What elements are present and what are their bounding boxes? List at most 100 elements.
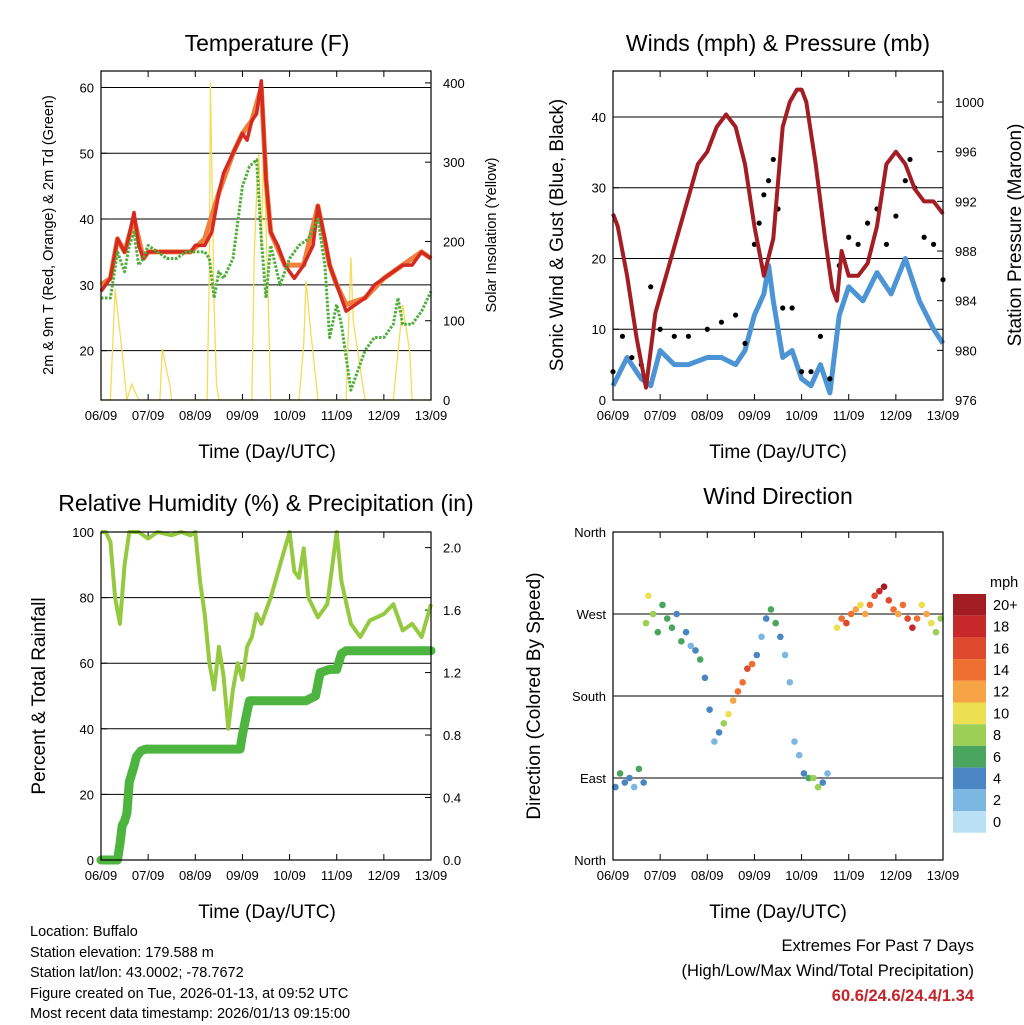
gust-point <box>718 319 725 325</box>
extremes-subtitle: (High/Low/Max Wind/Total Precipitation) <box>681 962 974 980</box>
winds-x-tick-label: 11/09 <box>833 408 865 423</box>
direction-point <box>706 706 713 713</box>
temperature-x-tick-label: 07/09 <box>132 408 165 423</box>
direction-point <box>795 751 803 759</box>
sonic-wind-line <box>610 256 946 396</box>
direction-point <box>687 642 695 650</box>
direction-x-tick-label: 09/09 <box>738 868 771 883</box>
gust-point <box>685 333 692 339</box>
direction-y-tick-label: North <box>574 525 606 540</box>
direction-point <box>635 765 643 773</box>
speed-legend-swatch <box>953 745 986 768</box>
humidity-y-tick-label: 100 <box>72 525 94 540</box>
direction-point <box>819 779 827 786</box>
direction-point <box>753 651 761 659</box>
winds-x-tick-label: 06/09 <box>597 408 630 423</box>
direction-point <box>762 615 770 622</box>
direction-point <box>814 783 822 791</box>
humidity-y-tick-label: 60 <box>80 656 94 671</box>
direction-x-tick-label: 08/09 <box>691 868 724 883</box>
winds-x-tick-label: 10/09 <box>785 408 818 423</box>
direction-point <box>734 688 742 695</box>
winds-x-axis-label: Time (Day/UTC) <box>709 442 847 463</box>
winds-frame <box>612 70 944 401</box>
extremes-title: Extremes For Past 7 Days <box>781 937 974 955</box>
temperature-y2-tick-label: 0 <box>443 393 450 408</box>
temperature-y-tick-label: 20 <box>80 344 94 359</box>
direction-point <box>861 610 869 618</box>
direction-point <box>729 697 737 704</box>
direction-point <box>715 729 723 736</box>
temperature-x-tick-label: 13/09 <box>415 408 448 423</box>
direction-point <box>885 597 893 604</box>
direction-point <box>800 770 808 777</box>
humidity-frame <box>100 531 432 861</box>
direction-x-tick-label: 12/09 <box>880 868 913 883</box>
station-pressure-line <box>611 87 945 390</box>
direction-point <box>682 628 690 636</box>
winds-y-tick-label: 0 <box>599 393 606 408</box>
direction-point <box>781 651 789 659</box>
direction-point <box>673 610 680 618</box>
speed-legend-swatch <box>953 594 986 616</box>
direction-point <box>659 601 666 609</box>
winds-y-tick-label: 10 <box>592 322 606 337</box>
total-rainfall-line <box>96 646 436 865</box>
temperature-x-axis-label: Time (Day/UTC) <box>198 442 336 463</box>
winds-y2-tick-label: 1000 <box>955 95 984 110</box>
winds-chart: Winds (mph) & Pressure (mb) 06/09 07/09 08… <box>547 30 1024 463</box>
speed-legend-swatch <box>953 811 986 833</box>
direction-point <box>890 606 897 613</box>
direction-point <box>913 615 921 622</box>
direction-point <box>654 628 662 636</box>
speed-legend-label: 20+ <box>993 598 1018 614</box>
humidity-chart: Relative Humidity (%) & Precipitation (i… <box>29 490 474 923</box>
direction-chart-title: Wind Direction <box>703 483 853 509</box>
speed-legend-label: 10 <box>993 706 1009 722</box>
station-elevation: Station elevation: 179.588 m <box>30 944 214 961</box>
direction-point <box>720 720 728 727</box>
gust-point <box>921 234 927 240</box>
direction-point <box>880 583 888 590</box>
direction-point <box>612 783 619 791</box>
direction-point <box>663 615 671 622</box>
direction-point <box>640 779 647 786</box>
gust-point <box>808 369 814 375</box>
direction-point <box>626 774 633 782</box>
relative-humidity-line <box>101 530 433 731</box>
direction-point <box>909 624 916 631</box>
direction-point <box>630 783 638 791</box>
direction-y-tick-label: North <box>574 853 606 868</box>
direction-point <box>696 656 704 663</box>
gust-point <box>780 305 786 311</box>
direction-point <box>642 619 650 627</box>
humidity-x-axis-label: Time (Day/UTC) <box>198 902 336 923</box>
direction-point <box>777 633 784 641</box>
speed-legend-swatch <box>953 659 986 681</box>
humidity-y2-tick-label: 2.0 <box>443 541 461 556</box>
temperature-x-tick-label: 12/09 <box>368 408 401 423</box>
temperature-x-tick-label: 06/09 <box>85 408 118 423</box>
temperature-y2-axis-label: Solar Insolation (Yellow) <box>484 157 500 312</box>
temperature-x-tick-label: 11/09 <box>321 408 353 423</box>
temp-2m-line <box>99 79 433 313</box>
gust-point <box>657 326 663 332</box>
temperature-y-tick-label: 50 <box>80 146 94 161</box>
humidity-x-tick-label: 13/09 <box>415 868 448 883</box>
gust-point <box>671 333 677 339</box>
winds-x-tick-label: 08/09 <box>691 408 724 423</box>
winds-x-tick-label: 13/09 <box>927 408 960 423</box>
humidity-x-tick-label: 06/09 <box>85 868 118 883</box>
humidity-chart-title: Relative Humidity (%) & Precipitation (i… <box>58 490 473 516</box>
winds-y2-tick-label: 996 <box>955 145 977 160</box>
winds-y-axis-label: Sonic Wind & Gust (Blue, Black) <box>547 99 568 371</box>
direction-point <box>871 592 878 600</box>
speed-legend-title: mph <box>990 575 1018 591</box>
humidity-y2-tick-label: 0.8 <box>443 728 461 743</box>
temperature-y2-tick-label: 200 <box>443 234 465 249</box>
humidity-y-tick-label: 40 <box>80 722 94 737</box>
direction-point <box>824 770 831 777</box>
station-latlon: Station lat/lon: 43.0002; -78.7672 <box>30 965 244 981</box>
gust-point <box>770 156 776 163</box>
